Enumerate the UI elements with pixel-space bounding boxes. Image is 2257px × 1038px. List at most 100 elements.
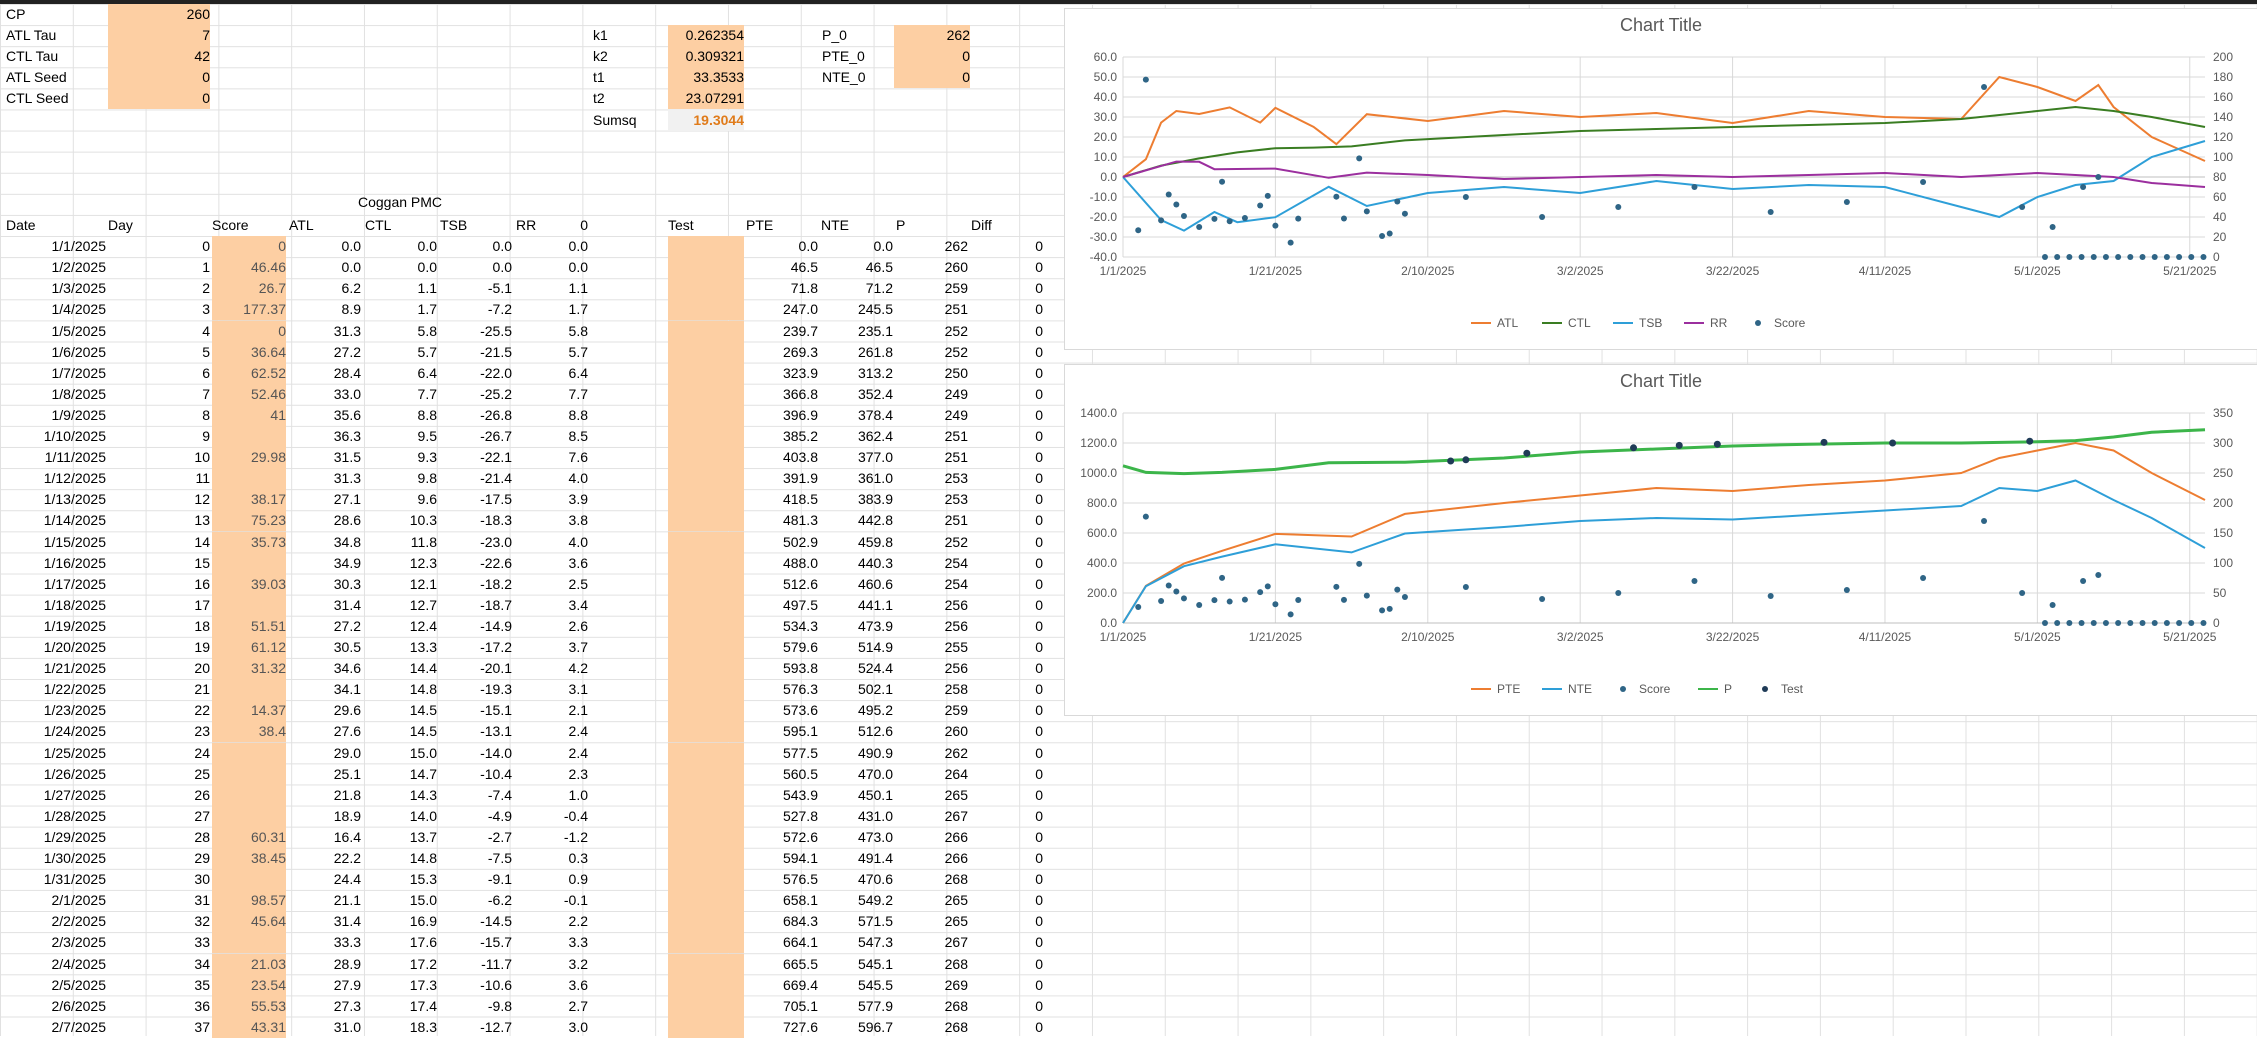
table-cell[interactable]: 385.2 <box>782 428 818 444</box>
table-cell[interactable]: 1/27/2025 <box>43 786 106 803</box>
table-cell[interactable]: 1/25/2025 <box>43 744 106 761</box>
table-cell[interactable]: 2.6 <box>568 617 588 634</box>
table-cell[interactable]: 442.8 <box>857 512 893 529</box>
fit-param-label[interactable]: t1 <box>593 69 605 86</box>
table-cell[interactable]: 38.4 <box>212 721 286 743</box>
table-cell[interactable]: 29.98 <box>212 447 286 469</box>
table-cell[interactable]: 31.5 <box>333 449 361 466</box>
table-cell[interactable]: 268 <box>944 997 968 1014</box>
table-cell[interactable]: 2/4/2025 <box>51 955 107 972</box>
table-cell[interactable]: 431.0 <box>857 807 893 824</box>
table-cell[interactable]: -25.5 <box>480 322 512 339</box>
table-cell[interactable]: 1/30/2025 <box>43 850 106 866</box>
table-cell[interactable]: 1/8/2025 <box>51 385 107 402</box>
table-cell[interactable]: 8.8 <box>417 406 437 423</box>
table-cell[interactable]: 1/16/2025 <box>43 554 106 571</box>
table-cell[interactable]: 2.7 <box>568 997 588 1014</box>
table-cell[interactable]: 8.9 <box>341 301 361 318</box>
param-value[interactable]: 7 <box>108 25 210 47</box>
table-cell[interactable]: 252 <box>944 343 968 360</box>
table-cell[interactable]: 260 <box>944 723 968 740</box>
table-cell[interactable]: 7.6 <box>568 449 588 466</box>
table-cell[interactable]: 323.9 <box>782 364 818 381</box>
table-cell[interactable] <box>668 426 744 447</box>
table-cell[interactable]: 0 <box>1035 744 1043 761</box>
table-cell[interactable]: 0.0 <box>341 238 361 255</box>
table-cell[interactable]: 15 <box>194 554 210 571</box>
table-cell[interactable]: 2/7/2025 <box>51 1018 107 1035</box>
table-cell[interactable]: 250 <box>944 364 968 381</box>
init-param-value[interactable]: 0 <box>894 67 970 89</box>
table-cell[interactable]: 0 <box>1035 301 1043 318</box>
table-cell[interactable]: -0.4 <box>563 807 588 824</box>
table-cell[interactable] <box>668 805 744 827</box>
param-label[interactable]: ATL Tau <box>6 27 57 44</box>
table-cell[interactable]: 33 <box>194 934 210 951</box>
table-cell[interactable] <box>668 974 744 996</box>
table-cell[interactable]: 2/6/2025 <box>51 997 107 1014</box>
table-cell[interactable]: 16 <box>194 575 210 592</box>
table-cell[interactable]: 1/26/2025 <box>43 765 106 782</box>
table-cell[interactable]: 0.0 <box>798 238 818 255</box>
table-cell[interactable]: 75.23 <box>212 510 286 532</box>
table-cell[interactable]: 3.4 <box>568 596 588 613</box>
column-header[interactable]: ATL <box>289 217 314 233</box>
table-cell[interactable]: 20 <box>194 660 210 677</box>
table-cell[interactable]: 27.6 <box>333 723 361 740</box>
table-cell[interactable]: 247.0 <box>782 301 818 318</box>
table-cell[interactable]: 1/6/2025 <box>51 343 107 360</box>
table-cell[interactable]: 259 <box>944 280 968 297</box>
table-cell[interactable]: 27.1 <box>333 491 361 508</box>
table-cell[interactable]: 1/10/2025 <box>43 428 106 444</box>
table-cell[interactable]: 1.1 <box>568 280 588 297</box>
table-cell[interactable]: 362.4 <box>857 428 893 444</box>
table-cell[interactable]: 8 <box>202 406 210 423</box>
table-cell[interactable] <box>668 383 744 405</box>
table-cell[interactable]: -10.6 <box>480 976 512 993</box>
table-cell[interactable]: 36 <box>194 997 210 1014</box>
table-cell[interactable]: -9.1 <box>487 871 512 888</box>
table-cell[interactable]: 665.5 <box>782 955 818 972</box>
table-cell[interactable]: 545.1 <box>857 955 893 972</box>
table-cell[interactable]: 33.3 <box>333 934 361 951</box>
table-cell[interactable]: 5.8 <box>417 322 437 339</box>
table-cell[interactable]: 0 <box>1035 892 1043 909</box>
table-cell[interactable] <box>668 953 744 975</box>
table-cell[interactable] <box>668 278 744 300</box>
table-cell[interactable]: 0 <box>1035 913 1043 930</box>
table-cell[interactable]: 6.4 <box>417 364 437 381</box>
table-cell[interactable]: 366.8 <box>782 385 818 402</box>
table-cell[interactable]: 31.4 <box>333 913 361 930</box>
table-cell[interactable] <box>212 763 286 785</box>
table-cell[interactable]: 34.1 <box>333 681 361 698</box>
table-cell[interactable]: 440.3 <box>857 554 893 571</box>
table-cell[interactable] <box>668 531 744 553</box>
table-cell[interactable]: 267 <box>944 934 968 951</box>
table-cell[interactable]: 22 <box>194 702 210 719</box>
table-cell[interactable]: 265 <box>944 913 968 930</box>
table-cell[interactable]: 249 <box>944 406 968 423</box>
table-cell[interactable]: 46.5 <box>865 259 893 276</box>
table-cell[interactable]: 1/14/2025 <box>43 512 106 529</box>
table-cell[interactable]: 560.5 <box>782 765 818 782</box>
table-cell[interactable]: 576.5 <box>782 871 818 888</box>
table-cell[interactable] <box>668 320 744 342</box>
column-header[interactable]: Date <box>6 217 36 233</box>
table-cell[interactable]: 0 <box>1035 934 1043 951</box>
table-cell[interactable]: 43.31 <box>212 1016 286 1038</box>
column-header[interactable]: CTL <box>365 217 392 233</box>
table-cell[interactable]: 2/2/2025 <box>51 913 107 930</box>
param-value[interactable]: 260 <box>108 4 210 25</box>
table-cell[interactable]: 30.3 <box>333 575 361 592</box>
table-cell[interactable]: 460.6 <box>857 575 893 592</box>
table-cell[interactable]: 269.3 <box>782 343 818 360</box>
table-cell[interactable]: 7.7 <box>568 385 588 402</box>
table-cell[interactable]: -9.8 <box>487 997 512 1014</box>
table-cell[interactable]: 31 <box>194 892 210 909</box>
table-cell[interactable]: 17.4 <box>409 997 437 1014</box>
table-cell[interactable]: 10.3 <box>409 512 437 529</box>
table-cell[interactable]: 3.6 <box>568 554 588 571</box>
param-value[interactable]: 0 <box>108 67 210 89</box>
table-cell[interactable]: 31.0 <box>333 1018 361 1035</box>
table-cell[interactable]: 573.6 <box>782 702 818 719</box>
